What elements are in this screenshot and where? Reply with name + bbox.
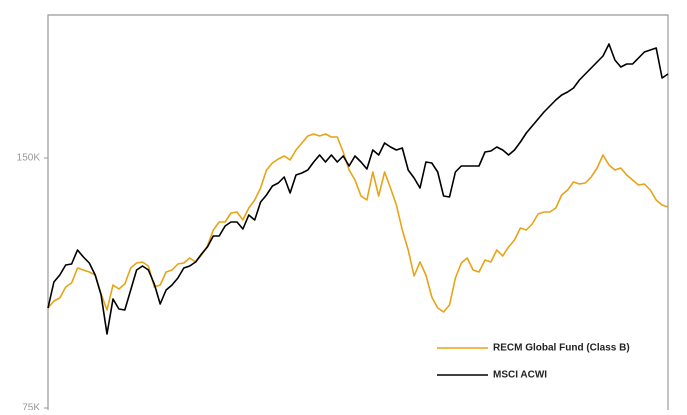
- legend-label: RECM Global Fund (Class B): [493, 343, 630, 354]
- y-tick-label: 75K: [22, 403, 40, 410]
- legend-label: MSCI ACWI: [493, 370, 547, 381]
- plot-frame: [47, 14, 669, 410]
- series-line: [47, 133, 669, 313]
- y-tick-label: 150K: [17, 153, 41, 164]
- series-line: [47, 43, 669, 335]
